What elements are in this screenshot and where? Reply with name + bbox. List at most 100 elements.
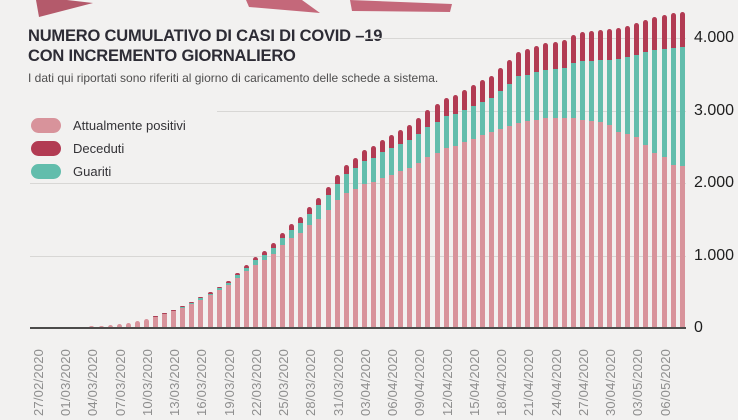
bar-segment-attualmente-positivi	[280, 245, 286, 328]
legend-swatch	[31, 164, 61, 179]
bar-segment-deceduti	[352, 157, 358, 169]
x-axis-tick-label: 18/04/2020	[494, 348, 510, 416]
bar-segment-deceduti	[271, 243, 277, 248]
x-axis-tick-label: 07/03/2020	[112, 348, 128, 416]
gridline-4.000	[364, 38, 686, 39]
bar-segment-attualmente-positivi	[625, 134, 631, 328]
legend-swatch	[31, 141, 61, 156]
bar-segment-attualmente-positivi	[143, 319, 149, 328]
bar-segment-guariti	[325, 195, 331, 210]
bar-segment-attualmente-positivi	[216, 290, 222, 328]
x-axis-tick-label: 03/04/2020	[357, 348, 373, 416]
bar-segment-attualmente-positivi	[588, 121, 594, 328]
bar-segment-attualmente-positivi	[661, 156, 667, 328]
bar-segment-deceduti	[343, 164, 349, 175]
x-axis-tick-label: 22/03/2020	[248, 348, 264, 416]
bar-segment-guariti	[479, 101, 485, 136]
bar-segment-guariti	[425, 126, 431, 157]
bar-segment-attualmente-positivi	[361, 183, 367, 328]
bar-segment-deceduti	[262, 250, 267, 255]
bar-segment-deceduti	[498, 67, 504, 91]
bar-segment-guariti	[234, 275, 240, 278]
bar-segment-deceduti	[661, 14, 667, 49]
x-axis-tick-label: 10/03/2020	[139, 348, 155, 416]
bar-segment-attualmente-positivi	[443, 148, 449, 328]
bar-segment-guariti	[243, 267, 249, 272]
x-axis-tick-label: 16/03/2020	[194, 348, 210, 416]
legend-item: Deceduti	[25, 137, 217, 160]
bar-segment-attualmente-positivi	[552, 118, 558, 328]
bar-segment-guariti	[579, 60, 585, 120]
bar-segment-attualmente-positivi	[180, 307, 186, 328]
bar-segment-attualmente-positivi	[198, 299, 204, 328]
gridline-2.000	[30, 183, 686, 184]
bar-segment-attualmente-positivi	[597, 121, 603, 328]
y-axis-tick-label: 0	[694, 319, 703, 336]
bar-segment-guariti	[679, 46, 685, 167]
bar-segment-guariti	[252, 260, 258, 265]
bar-segment-deceduti	[543, 43, 549, 70]
bar-segment-guariti	[616, 59, 622, 132]
x-axis-tick-label: 28/03/2020	[303, 348, 319, 416]
bar-segment-deceduti	[334, 175, 340, 184]
y-axis-tick-label: 2.000	[694, 174, 735, 191]
bar-segment-attualmente-positivi	[634, 136, 640, 328]
page-subtitle: I dati qui riportati sono riferiti al gi…	[28, 71, 439, 85]
page-title: NUMERO CUMULATIVO DI CASI DI COVID –19 C…	[28, 26, 382, 66]
x-axis-tick-label: 27/02/2020	[31, 348, 46, 416]
bar-segment-deceduti	[516, 51, 522, 77]
bar-segment-deceduti	[298, 217, 304, 224]
bar-segment-guariti	[452, 113, 458, 147]
bar-segment-attualmente-positivi	[679, 166, 685, 328]
bar-segment-guariti	[380, 152, 386, 178]
bar-segment-deceduti	[479, 80, 485, 102]
ribbon-fragment-right	[350, 0, 452, 12]
bar-segment-deceduti	[579, 31, 585, 61]
bar-segment-attualmente-positivi	[380, 177, 386, 328]
bar-segment-deceduti	[652, 16, 658, 50]
bar-segment-attualmente-positivi	[561, 118, 567, 328]
bar-segment-deceduti	[380, 139, 386, 153]
bar-segment-guariti	[280, 238, 286, 246]
bar-segment-deceduti	[289, 223, 295, 230]
bar-segment-deceduti	[234, 272, 240, 275]
bar-segment-attualmente-positivi	[616, 131, 622, 328]
bar-segment-attualmente-positivi	[652, 152, 658, 328]
bar-segment-guariti	[552, 68, 558, 119]
x-axis-tick-label: 01/03/2020	[58, 348, 74, 416]
bar-segment-deceduti	[216, 286, 222, 289]
ribbon-fragment-left	[36, 0, 93, 17]
bar-segment-deceduti	[189, 302, 195, 303]
bar-segment-attualmente-positivi	[452, 146, 458, 328]
bar-segment-attualmente-positivi	[262, 259, 267, 328]
bar-segment-deceduti	[180, 306, 186, 307]
bar-segment-deceduti	[625, 25, 631, 58]
bar-segment-guariti	[643, 52, 649, 145]
bar-segment-attualmente-positivi	[334, 200, 340, 328]
bar-segment-attualmente-positivi	[307, 225, 313, 328]
bar-segment-attualmente-positivi	[298, 233, 304, 328]
bar-segment-guariti	[389, 148, 395, 175]
bar-segment-deceduti	[452, 94, 458, 114]
bar-segment-guariti	[289, 229, 295, 239]
gridline-3.000	[30, 110, 686, 112]
bar-segment-deceduti	[588, 31, 594, 61]
bar-segment-guariti	[198, 298, 204, 300]
legend-label: Attualmente positivi	[73, 118, 186, 133]
y-axis-tick-label: 1.000	[694, 246, 735, 264]
bar-segment-deceduti	[370, 146, 376, 158]
bar-segment-deceduti	[607, 29, 613, 60]
legend-label: Deceduti	[73, 141, 125, 156]
x-axis-tick-label: 03/05/2020	[630, 348, 646, 416]
bar-segment-attualmente-positivi	[352, 188, 358, 328]
bar-segment-deceduti	[252, 256, 258, 261]
bar-segment-guariti	[489, 98, 494, 133]
bar-segment-attualmente-positivi	[479, 135, 485, 328]
bar-segment-attualmente-positivi	[579, 119, 585, 328]
bar-segment-guariti	[180, 306, 186, 308]
bar-segment-attualmente-positivi	[407, 167, 413, 328]
x-axis-tick-label: 13/03/2020	[167, 348, 183, 416]
bar-segment-guariti	[361, 160, 367, 184]
x-axis-tick-label: 30/04/2020	[603, 348, 619, 416]
